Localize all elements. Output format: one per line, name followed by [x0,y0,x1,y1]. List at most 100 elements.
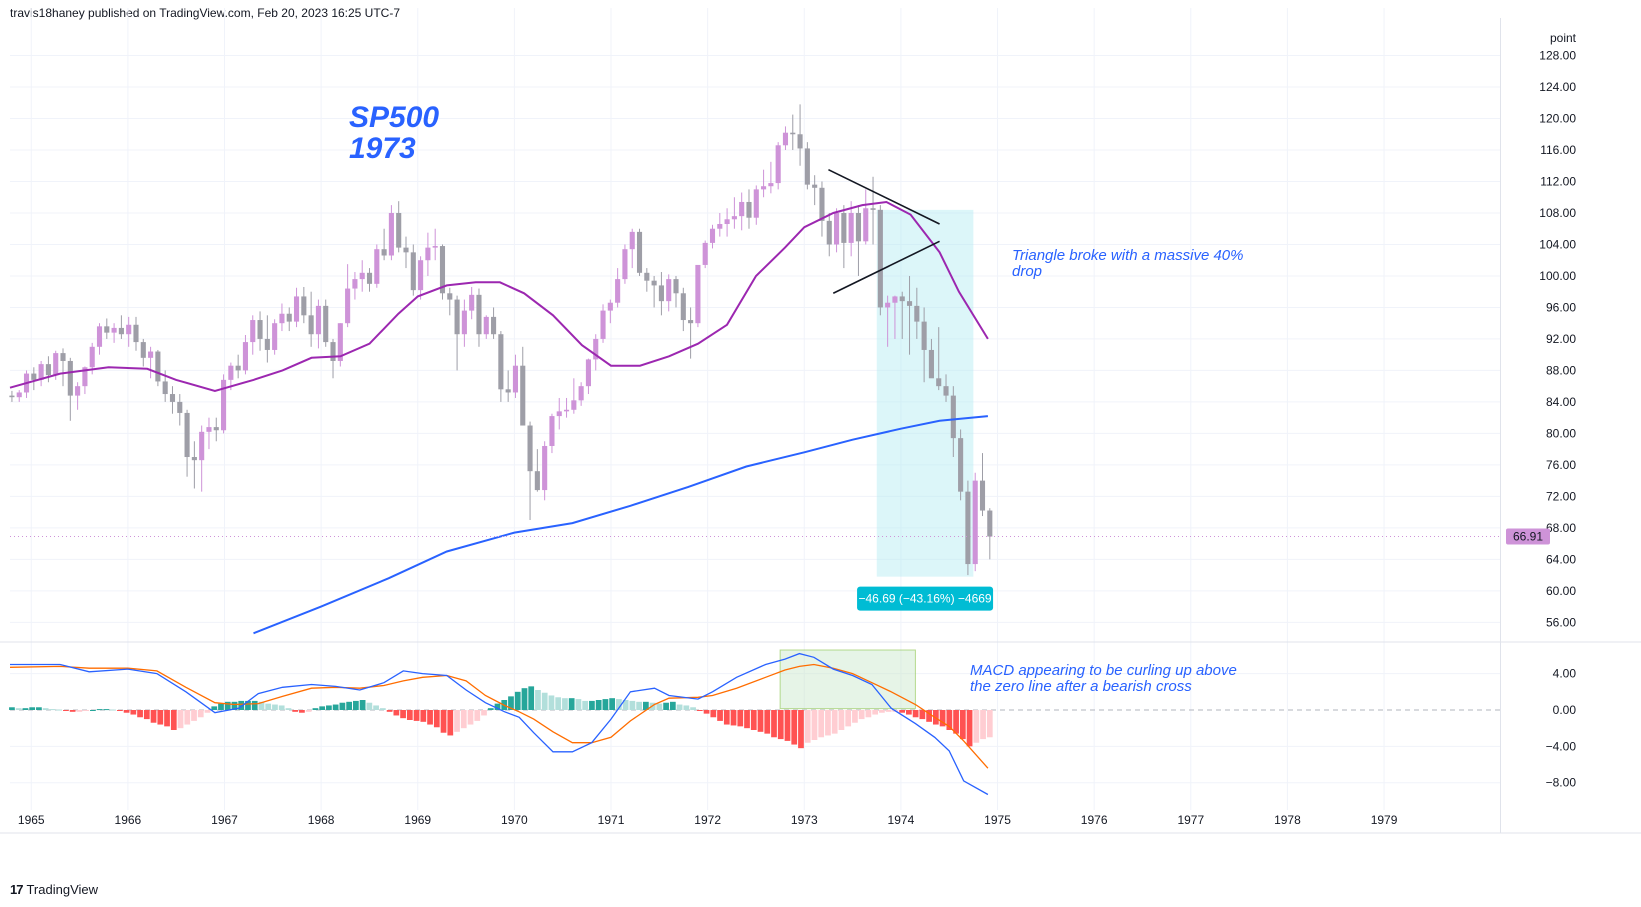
candle-body [921,321,927,350]
macd-histogram-bar [299,710,305,713]
time-tick-label: 1978 [1274,813,1301,827]
time-tick-label: 1969 [404,813,431,827]
candle-body [89,346,95,368]
macd-histogram-bar [683,705,690,710]
candle-body [753,189,759,218]
macd-histogram-bar [137,710,143,718]
macd-histogram-bar [811,710,818,740]
candle-body [848,212,854,243]
triangle-trendline [828,168,940,225]
candle-body [418,260,424,291]
macd-histogram-bar [420,710,427,722]
price-tick-label: 72.00 [1546,489,1576,503]
macd-histogram-bar [636,701,642,710]
price-tick-label: 56.00 [1546,615,1576,629]
price-tick-label: 60.00 [1546,584,1576,598]
moving-average-layer [9,200,989,635]
candle-body [914,305,920,322]
candle-body [67,360,73,396]
candle-body [199,431,205,461]
candle-body [520,365,526,426]
candle-body [761,186,767,190]
macd-histogram-bar [83,710,89,711]
price-tick-label: 76.00 [1546,458,1576,472]
candle-body [505,389,511,393]
macd-histogram-bar [164,710,170,727]
macd-histogram-bar [36,707,42,710]
price-tick-label: 100.00 [1539,269,1576,283]
price-tick-label: 68.00 [1546,521,1576,535]
candle-body [366,272,373,284]
price-tick-label: 124.00 [1539,80,1576,94]
macd-histogram-bar [170,710,177,730]
macd-histogram-bar [312,708,319,710]
measure-range-box [876,209,974,577]
candle-body [600,310,606,339]
time-tick-label: 1973 [791,813,818,827]
candle-body [775,145,781,184]
macd-histogram-bar [784,710,791,741]
candle-body [315,305,321,335]
macd-histogram-bar [757,710,764,732]
macd-histogram-bar [642,701,649,710]
candle-body [126,324,132,335]
macd-histogram-bar [953,710,959,734]
macd-histogram-bar [926,710,932,722]
macd-tick-label: 0.00 [1553,703,1577,717]
macd-histogram-bar [616,699,622,710]
candle-body [272,323,278,350]
macd-histogram-bar [676,704,683,710]
measure-badge [857,586,994,611]
candle-body [527,425,533,472]
candle-body [615,279,621,303]
time-tick-label: 1971 [598,813,625,827]
price-tick-label: 128.00 [1539,49,1576,63]
candle-body [330,342,336,361]
candle-body [381,249,387,256]
macd-histogram-bar [737,710,744,727]
macd-histogram-bar [663,702,669,710]
macd-histogram-bar [804,710,811,743]
candle-body [454,299,460,335]
candle-body [162,381,168,395]
price-tick-label: 104.00 [1539,237,1576,251]
macd-histogram-bar [535,690,541,710]
candle-body [279,313,285,324]
macd-histogram-bar [150,710,157,723]
macd-histogram-bar [912,710,919,718]
candle-body [622,249,628,280]
macd-tick-label: −4.00 [1546,739,1577,753]
macd-histogram-bar [919,710,926,720]
macd-line [10,652,989,796]
candlestick-series [9,104,993,576]
candle-body [512,365,519,393]
macd-histogram-bar [49,709,56,711]
candle-body [892,296,898,303]
candle-body [534,471,540,491]
macd-histogram-bar [292,710,299,712]
chart-title: SP500 [349,101,439,134]
time-tick-label: 1968 [308,813,335,827]
candle-body [45,364,51,376]
time-tick-label: 1972 [694,813,721,827]
macd-histogram-bar [885,710,892,712]
candle-body [585,359,591,387]
price-tick-label: 108.00 [1539,206,1576,220]
candle-body [965,491,971,565]
macd-histogram-bar [481,710,487,716]
macd-histogram-bar [89,710,96,711]
candle-body [629,231,635,250]
macd-histogram-bar [454,710,460,732]
macd-histogram-bar [218,703,224,710]
candle-body [644,272,650,281]
candle-body [242,342,249,371]
footer-brand[interactable]: 17 TradingView [10,882,98,897]
macd-histogram-bar [555,697,562,710]
macd-histogram-bar [319,706,326,710]
macd-histogram-bar [143,710,150,720]
candle-body [709,228,716,243]
price-tick-label: 116.00 [1540,143,1576,157]
macd-histogram-bar [764,710,771,734]
